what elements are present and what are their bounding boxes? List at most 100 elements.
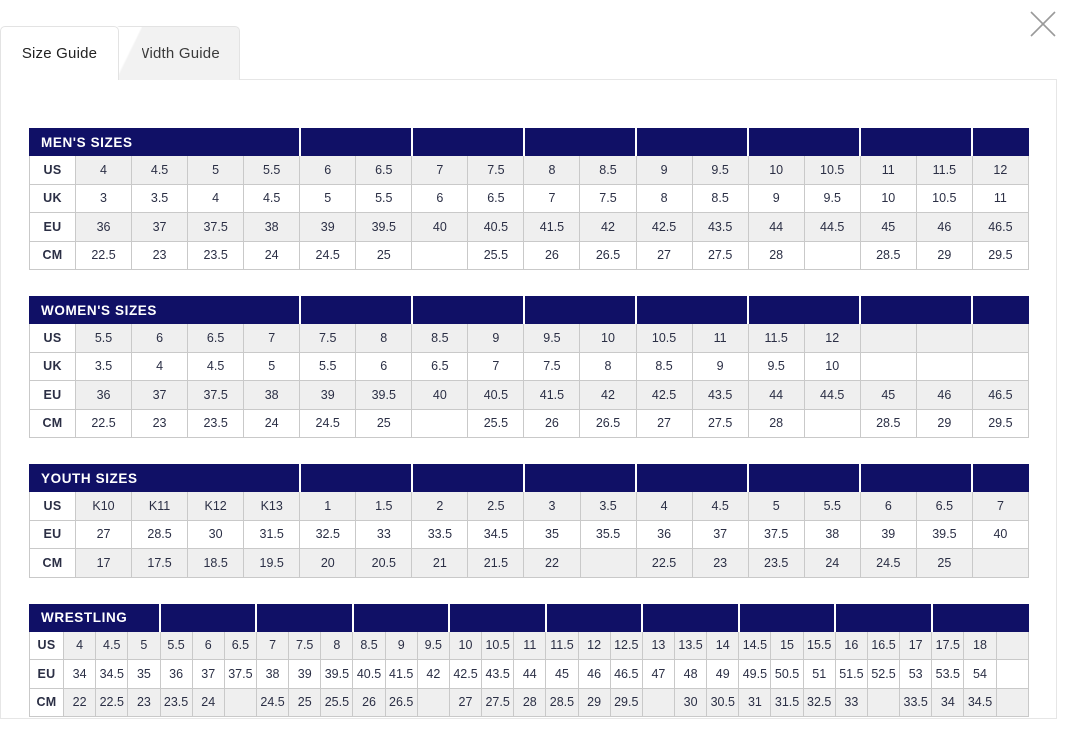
size-cell (915, 323, 973, 353)
row-label-eu: EU (29, 519, 76, 549)
size-cell: 25.5 (467, 240, 525, 270)
size-cell (971, 323, 1029, 353)
size-cell: 6 (355, 351, 413, 381)
size-cell: 12 (803, 323, 861, 353)
size-cell: 9 (384, 630, 418, 660)
size-cell: K13 (243, 491, 301, 521)
size-cell (803, 408, 861, 438)
size-cell: 39 (299, 212, 357, 242)
size-cell: 10 (859, 183, 917, 213)
size-cell: 34 (62, 659, 97, 689)
size-cell: 48 (673, 659, 708, 689)
size-cell: 5 (243, 351, 301, 381)
size-table-youth: YOUTH SIZES US K10 K11 K12 K13 1 1.5 2 2.5 3 3.5 4 4… (28, 464, 1029, 578)
row-label-eu: EU (29, 659, 64, 689)
size-cell: 8 (523, 155, 581, 185)
size-cell: 37.5 (187, 380, 245, 410)
size-cell: 20.5 (355, 548, 413, 578)
table-header-row: WOMEN'S SIZES (28, 296, 1029, 324)
table-header-cell (523, 296, 638, 324)
size-cell: 28.5 (859, 240, 917, 270)
size-cell: 24 (243, 240, 301, 270)
size-table-wrestling: WRESTLING US 4 4.5 5 5.5 6 6.5 7 7.5 8 8.5 9 9.5 10 10… (29, 603, 1029, 717)
size-cell: 24 (243, 408, 301, 438)
row-label-uk: UK (29, 183, 76, 213)
size-cell (859, 351, 917, 381)
size-cell: 42.5 (448, 659, 483, 689)
size-table-mens: MEN'S SIZES US 4 4.5 5 5.5 6 6.5 7 7.5 8 8.5 9 9.5 10… (28, 128, 1029, 270)
size-cell: 10.5 (803, 155, 861, 185)
size-cell: 24.5 (255, 687, 290, 717)
size-cell (995, 630, 1029, 660)
table-row: EU 36 37 37.5 38 39 39.5 40 40.5 41.5 42 42.5 43.5 44… (29, 380, 1029, 410)
size-cell: 40.5 (467, 212, 525, 242)
table-header-cell (545, 603, 644, 632)
table-header-cell (747, 296, 862, 324)
size-cell: 23.5 (187, 408, 245, 438)
size-cell: 4.5 (95, 630, 129, 660)
size-cell: 25.5 (320, 687, 354, 717)
tab-size-guide[interactable]: Size Guide (0, 26, 119, 80)
size-cell (995, 659, 1029, 689)
size-cell: 6 (191, 630, 225, 660)
size-cell: 41.5 (523, 212, 581, 242)
size-cell: 34.5 (963, 687, 997, 717)
size-cell: 6.5 (467, 183, 525, 213)
size-cell: 29 (577, 687, 611, 717)
table-header-cell (299, 128, 413, 156)
table-header-cell (971, 128, 1029, 156)
size-cell (411, 408, 469, 438)
table-row: CM 22.5 23 23.5 24 24.5 25 25.5 26 26.5 27 27.5 28 … (29, 240, 1029, 270)
size-cell: 38 (243, 212, 301, 242)
size-cell: 12 (577, 630, 611, 660)
size-cell (411, 240, 469, 270)
size-cell: 2.5 (467, 491, 525, 521)
size-cell: 46 (577, 659, 611, 689)
table-header-cell (859, 296, 974, 324)
size-cell: 30.5 (706, 687, 740, 717)
size-cell: 42.5 (635, 212, 693, 242)
size-cell: 25.5 (467, 408, 525, 438)
size-cell: 27 (448, 687, 483, 717)
size-cell: 7 (467, 351, 525, 381)
size-cell: 11.5 (915, 155, 973, 185)
size-cell: 34 (931, 687, 965, 717)
size-cell: 41.5 (384, 659, 418, 689)
size-cell: 11 (971, 183, 1029, 213)
size-cell: 28.5 (545, 687, 579, 717)
size-cell: 9.5 (523, 323, 581, 353)
size-cell (579, 548, 637, 578)
size-cell: K11 (131, 491, 189, 521)
size-cell: 26 (523, 408, 581, 438)
tab-width-guide[interactable]: Width Guide (115, 26, 240, 80)
row-label-cm: CM (29, 408, 76, 438)
size-cell: 41.5 (523, 380, 581, 410)
size-cell: 43.5 (691, 212, 749, 242)
size-cell: 22.5 (74, 408, 133, 438)
size-cell: 5 (299, 183, 357, 213)
table-header-cell (971, 296, 1029, 324)
size-cell: 22 (62, 687, 97, 717)
size-cell: K12 (187, 491, 245, 521)
size-cell: 22.5 (635, 548, 693, 578)
size-cell: 18 (963, 630, 997, 660)
table-header-cell (747, 128, 862, 156)
size-cell: 42 (579, 212, 637, 242)
size-cell: 39.5 (915, 519, 973, 549)
size-cell: 32.5 (299, 519, 357, 549)
size-cell: 10.5 (915, 183, 973, 213)
size-cell: 10 (448, 630, 483, 660)
size-cell: 25 (288, 687, 322, 717)
size-cell: 35.5 (579, 519, 637, 549)
size-cell: 9.5 (691, 155, 749, 185)
table-header-cell (299, 464, 413, 492)
row-label-eu: EU (29, 380, 76, 410)
close-icon[interactable] (1023, 4, 1063, 44)
size-cell: 49.5 (738, 659, 772, 689)
size-cell: 3.5 (131, 183, 189, 213)
size-cell: 24.5 (299, 240, 357, 270)
size-cell: 33.5 (411, 519, 469, 549)
size-cell: 40 (411, 212, 469, 242)
size-cell: 37 (691, 519, 749, 549)
size-cell: 37.5 (223, 659, 257, 689)
